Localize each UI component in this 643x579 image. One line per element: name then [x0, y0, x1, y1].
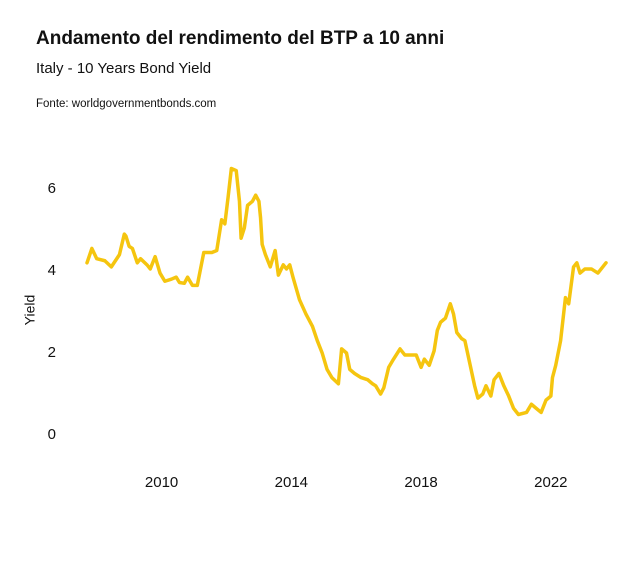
y-axis-label: Yield	[22, 295, 38, 326]
y-tick-label: 6	[48, 180, 56, 197]
y-tick-label: 2	[48, 344, 56, 361]
source-note: Fonte: worldgovernmentbonds.com	[36, 98, 216, 110]
x-tick-label: 2010	[145, 474, 178, 491]
x-tick-label: 2022	[534, 474, 567, 491]
chart-subtitle: Italy - 10 Years Bond Yield	[36, 60, 211, 77]
x-tick-label: 2018	[404, 474, 437, 491]
y-tick-label: 0	[48, 426, 56, 443]
y-tick-label: 4	[48, 262, 56, 279]
x-tick-label: 2014	[275, 474, 308, 491]
yield-line	[85, 166, 608, 417]
chart-title: Andamento del rendimento del BTP a 10 an…	[36, 28, 444, 49]
